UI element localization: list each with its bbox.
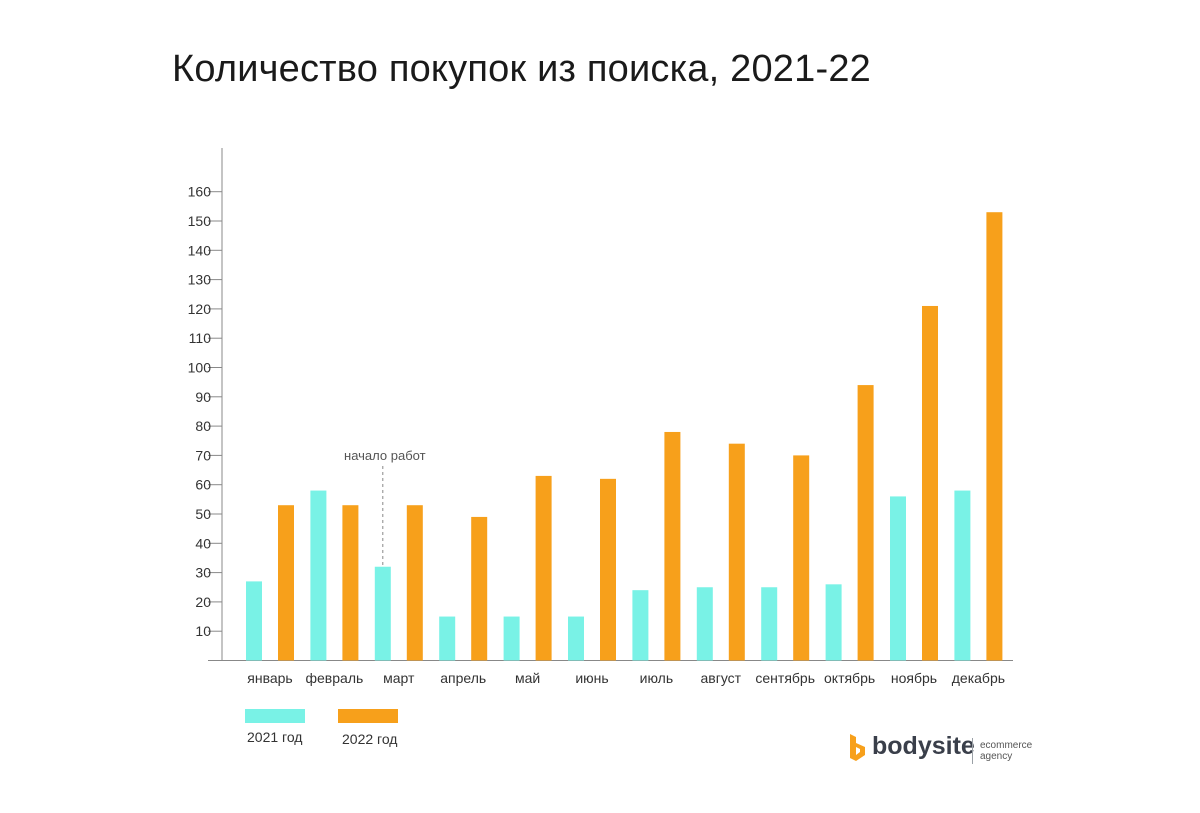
x-tick-label: сентябрь <box>755 670 815 686</box>
bar-2022 <box>922 305 938 661</box>
x-tick-label: май <box>515 670 540 686</box>
logo-divider <box>972 738 973 764</box>
logo-tagline-line2: agency <box>980 751 1013 762</box>
y-tick-label: 60 <box>195 477 211 493</box>
legend-label-2021: 2021 год <box>247 729 303 745</box>
x-tick-label: июль <box>640 670 673 686</box>
y-tick-label: 120 <box>188 301 212 317</box>
y-tick-label: 70 <box>195 447 211 463</box>
bar-2022 <box>986 212 1003 661</box>
y-tick-label: 10 <box>195 623 211 639</box>
x-tick-label: ноябрь <box>891 670 937 686</box>
bar-2021 <box>954 490 971 661</box>
x-tick-label: февраль <box>306 670 364 686</box>
bar-2021 <box>246 581 262 661</box>
y-tick-label: 130 <box>188 272 212 288</box>
legend-swatch-2021 <box>245 709 305 723</box>
bar-2021 <box>761 587 778 661</box>
bar-2022 <box>600 478 616 661</box>
bar-2022 <box>664 431 681 661</box>
x-tick-label: январь <box>247 670 292 686</box>
bar-2021 <box>825 584 842 661</box>
annotation-label: начало работ <box>344 448 426 463</box>
logo-tagline-line1: ecommerce <box>980 740 1033 751</box>
bar-2021 <box>439 616 456 661</box>
bar-2021 <box>890 496 906 661</box>
chart-title: Количество покупок из поиска, 2021-22 <box>172 48 871 90</box>
y-tick-label: 40 <box>195 535 211 551</box>
legend-swatch-2022 <box>338 709 398 723</box>
x-tick-label: декабрь <box>952 670 1005 686</box>
y-tick-label: 160 <box>188 184 212 200</box>
bar-2021 <box>310 490 327 661</box>
bar-2021 <box>568 616 584 661</box>
bar-2021 <box>632 590 649 661</box>
y-tick-label: 150 <box>188 213 212 229</box>
x-tick-label: июнь <box>575 670 608 686</box>
x-tick-label: апрель <box>440 670 486 686</box>
bar-2021 <box>503 616 520 661</box>
y-tick-label: 140 <box>188 242 212 258</box>
bar-2022 <box>535 475 552 661</box>
legend-label-2022: 2022 год <box>342 731 398 747</box>
bodysite-logo-icon <box>850 734 865 761</box>
x-tick-label: август <box>701 670 742 686</box>
logo-wordmark: bodysite <box>872 732 975 760</box>
y-tick-label: 50 <box>195 506 211 522</box>
bar-2022 <box>793 455 810 661</box>
y-tick-label: 100 <box>188 360 212 376</box>
x-tick-label: октябрь <box>824 670 875 686</box>
logo-tagline: ecommerce agency <box>980 740 1032 762</box>
bar-2022 <box>471 516 488 661</box>
y-tick-label: 80 <box>195 418 211 434</box>
bar-2022 <box>857 385 874 661</box>
bar-2022 <box>406 505 423 661</box>
y-tick-label: 110 <box>189 330 212 346</box>
bar-2021 <box>374 566 391 661</box>
y-tick-label: 30 <box>195 565 211 581</box>
bar-2022 <box>728 443 745 661</box>
bar-2022 <box>342 505 359 661</box>
bar-2022 <box>278 505 294 661</box>
y-tick-label: 20 <box>195 594 211 610</box>
y-tick-label: 90 <box>195 389 211 405</box>
bar-2021 <box>696 587 713 661</box>
x-tick-label: март <box>383 670 415 686</box>
